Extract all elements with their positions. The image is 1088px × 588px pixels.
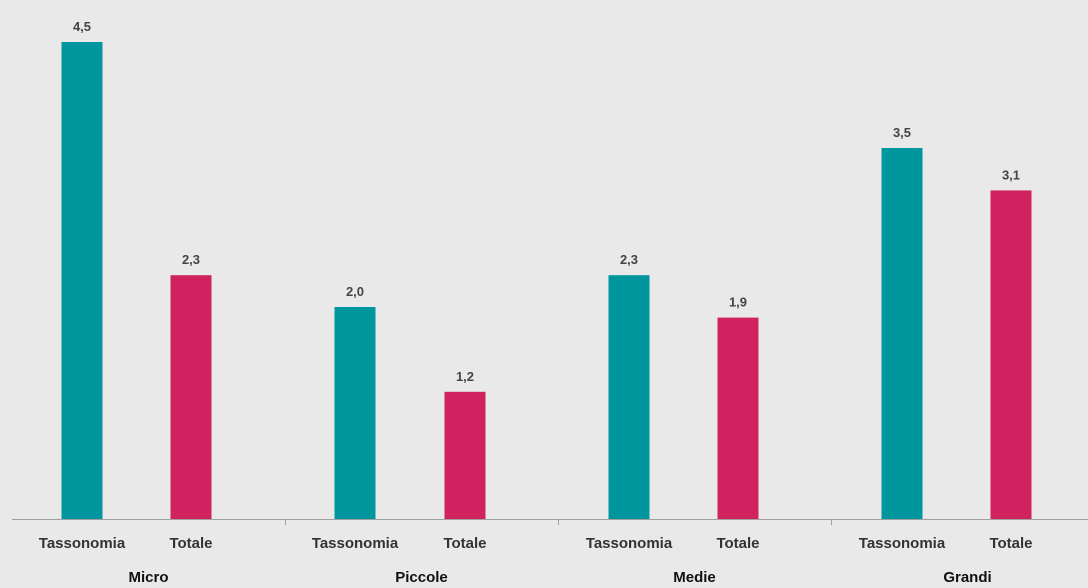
bar-totale-micro	[170, 275, 212, 519]
bar-tassonomia-medie	[608, 275, 650, 519]
data-label: 3,5	[893, 125, 911, 140]
group-label: Medie	[673, 569, 716, 586]
data-label: 4,5	[73, 19, 91, 34]
category-label: Totale	[443, 535, 486, 552]
bar-totale-grandi	[990, 190, 1032, 519]
category-label: Tassonomia	[586, 535, 673, 552]
category-label: Totale	[716, 535, 759, 552]
data-label: 2,3	[620, 252, 638, 267]
bar-totale-piccole	[444, 391, 486, 519]
category-label: Totale	[169, 535, 212, 552]
category-label: Totale	[989, 535, 1032, 552]
bar-tassonomia-grandi	[881, 148, 923, 519]
data-label: 3,1	[1002, 167, 1020, 182]
data-label: 2,0	[346, 284, 364, 299]
bar-tassonomia-piccole	[334, 307, 376, 519]
bar-tassonomia-micro	[61, 42, 103, 519]
group-label: Piccole	[395, 569, 448, 586]
category-label: Tassonomia	[39, 535, 126, 552]
data-label: 1,2	[456, 369, 474, 384]
data-label: 2,3	[182, 252, 200, 267]
category-label: Tassonomia	[312, 535, 399, 552]
bar-totale-medie	[717, 317, 759, 519]
group-label: Grandi	[943, 569, 991, 586]
group-label: Micro	[128, 569, 168, 586]
data-label: 1,9	[729, 295, 747, 310]
category-label: Tassonomia	[859, 535, 946, 552]
